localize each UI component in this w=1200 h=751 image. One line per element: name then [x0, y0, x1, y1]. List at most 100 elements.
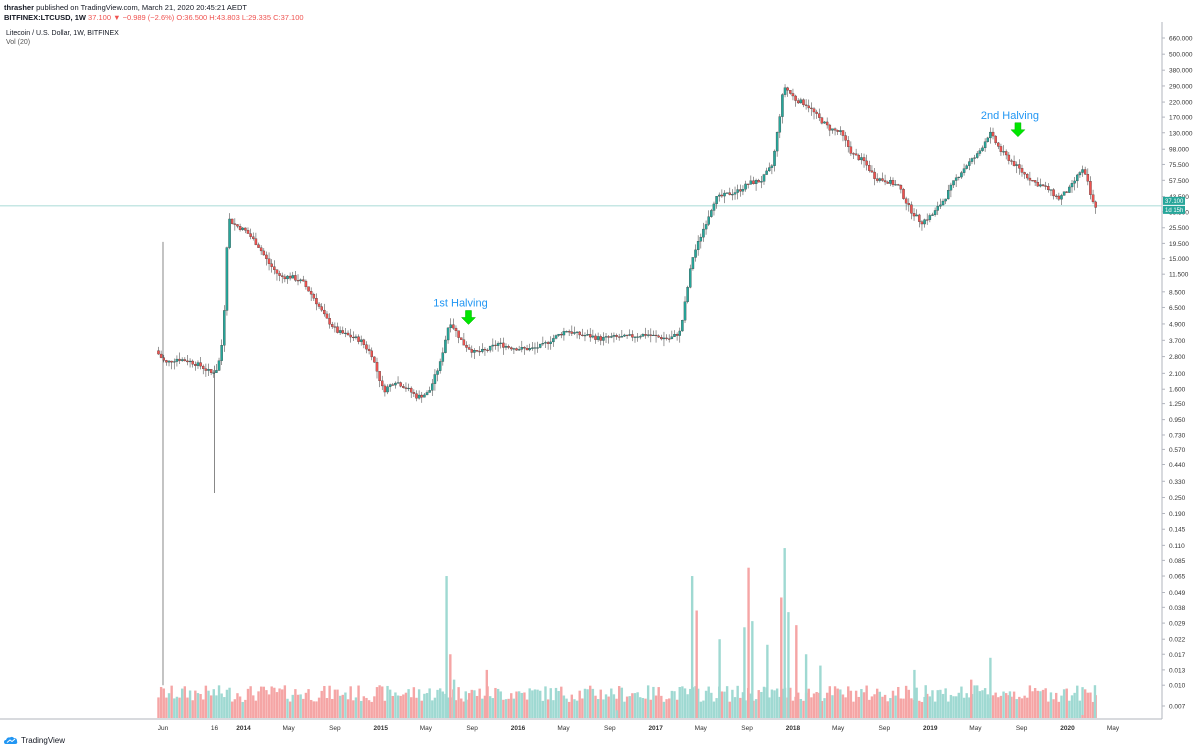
volume-bar	[997, 697, 1000, 718]
time-tick-label: 2019	[923, 725, 938, 732]
volume-bar	[438, 688, 442, 718]
volume-bar-spike	[1008, 691, 1012, 718]
candle-down	[810, 107, 813, 109]
volume-bar	[209, 695, 213, 718]
volume-bar	[320, 690, 323, 718]
volume-bar	[488, 696, 492, 718]
candle-down	[349, 334, 352, 338]
candle-down	[657, 335, 660, 338]
volume-bar-spike	[445, 576, 448, 718]
volume-bar	[215, 695, 218, 718]
volume-bar	[578, 690, 581, 718]
volume-bar	[1020, 698, 1024, 718]
volume-bar	[594, 695, 597, 718]
candle-up	[407, 387, 410, 390]
candle-up	[1039, 184, 1042, 187]
candle-down	[454, 327, 458, 331]
candle-up	[446, 327, 450, 341]
volume-bar	[575, 700, 579, 718]
volume-bar	[188, 690, 192, 718]
candle-up	[1076, 174, 1079, 182]
volume-bar	[162, 688, 165, 718]
candle-down	[475, 350, 479, 352]
candle-down	[507, 346, 510, 348]
volume-bar	[831, 695, 834, 718]
volume-bar-spike	[743, 627, 746, 718]
candle-down	[991, 131, 995, 137]
candle-down	[854, 153, 858, 156]
candle-down	[404, 387, 408, 389]
candle-up	[894, 184, 897, 186]
candle-down	[233, 223, 237, 225]
candle-down	[594, 335, 597, 340]
candle-up	[928, 215, 932, 220]
price-tick-label: 8.500	[1169, 289, 1186, 296]
volume-bar	[491, 698, 495, 718]
volume-bar	[915, 687, 918, 718]
volume-bar	[259, 686, 263, 718]
volume-bar	[388, 689, 392, 718]
volume-bar	[897, 686, 900, 718]
volume-bar	[217, 685, 221, 718]
price-tick-label: 0.145	[1169, 527, 1186, 534]
candle-up	[744, 183, 747, 190]
candle-up	[444, 339, 447, 353]
candle-up	[707, 216, 710, 225]
candle-down	[660, 337, 663, 340]
volume-bar	[381, 686, 384, 718]
candle-up	[957, 176, 961, 178]
volume-bar	[273, 687, 276, 718]
candle-down	[818, 113, 821, 118]
volume-bar	[202, 699, 205, 718]
candle-up	[436, 370, 439, 375]
volume-bar	[810, 697, 813, 718]
volume-bar	[849, 690, 853, 718]
candle-down	[881, 178, 884, 181]
volume-bar	[246, 688, 250, 718]
publisher[interactable]: thrasher	[4, 3, 35, 12]
candle-up	[488, 345, 492, 351]
candle-down	[615, 335, 618, 337]
candle-up	[689, 268, 692, 288]
footer-brand[interactable]: TradingView	[21, 736, 66, 745]
volume-bar	[657, 687, 660, 718]
volume-bar	[349, 686, 352, 718]
candle-down	[165, 360, 168, 363]
candle-down	[249, 233, 252, 237]
volume-bar	[947, 701, 950, 718]
volume-bar	[941, 693, 945, 718]
candle-down	[1033, 180, 1037, 183]
candle-up	[394, 382, 397, 386]
volume-bar-spike	[718, 639, 721, 718]
price-tick-label: 660.000	[1169, 36, 1193, 43]
volume-bar	[807, 688, 810, 718]
volume-bar	[1055, 692, 1058, 718]
candle-down	[194, 364, 197, 366]
candle-down	[270, 263, 273, 267]
candle-up	[799, 99, 803, 104]
volume-bar	[976, 685, 979, 718]
candle-up	[173, 361, 176, 363]
candle-down	[994, 135, 997, 144]
volume-bar	[696, 688, 700, 718]
candle-up	[562, 331, 566, 336]
candle-down	[294, 275, 297, 281]
volume-bar	[878, 691, 882, 718]
volume-bar	[425, 693, 429, 718]
volume-bar	[1049, 692, 1053, 718]
volume-bar	[860, 688, 863, 718]
legend-title: Litecoin / U.S. Dollar, 1W, BITFINEX	[6, 30, 119, 37]
candle-up	[544, 342, 547, 344]
candle-down	[841, 130, 845, 136]
volume-bar	[581, 698, 584, 718]
volume-bar	[562, 695, 566, 718]
candle-up	[215, 370, 218, 373]
volume-bar	[1091, 701, 1095, 718]
volume-bar	[473, 690, 476, 718]
candle-down	[452, 324, 455, 329]
candle-up	[628, 334, 631, 336]
volume-bar-spike	[970, 679, 973, 718]
price-tick-label: 0.190	[1169, 511, 1186, 518]
candle-down	[402, 386, 405, 388]
